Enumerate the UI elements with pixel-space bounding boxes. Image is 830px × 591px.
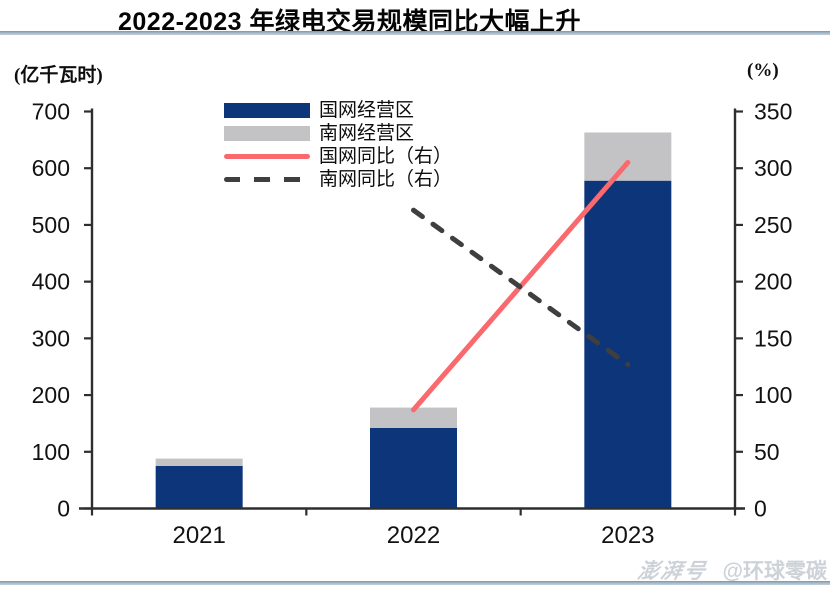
legend-item-guowang-bars: 国网经营区 [224, 100, 452, 121]
left-axis-tick-label: 500 [32, 212, 70, 238]
yoy-line-1 [411, 207, 631, 367]
bar-segment-0-2021 [155, 465, 243, 509]
left-axis-tick-label: 400 [32, 269, 70, 295]
left-axis-tick-label: 700 [32, 99, 70, 125]
legend-label: 国网同比（右） [319, 146, 453, 167]
watermark-handle: @环球零碳 [722, 560, 827, 583]
legend-item-nanwang-bars: 南网经营区 [224, 123, 452, 144]
legend-item-guowang-yoy-line: 国网同比（右） [224, 146, 452, 167]
left-axis-tick-label: 300 [32, 325, 70, 351]
title-underline [0, 31, 830, 35]
left-axis-tick-label: 100 [32, 439, 70, 465]
left-axis-tick-label: 600 [32, 155, 70, 181]
legend-swatch-line-1 [224, 177, 310, 182]
chart-legend: 国网经营区 南网经营区 国网同比（右） 南网同比（右） [224, 100, 452, 190]
right-axis-tick-label: 200 [754, 269, 792, 295]
legend-swatch-line-0 [224, 154, 310, 159]
legend-swatch-bar-1 [224, 126, 310, 141]
right-axis-tick-label: 300 [754, 155, 792, 181]
right-axis-tick-label: 250 [754, 212, 792, 238]
bar-segment-1-2021 [155, 458, 243, 466]
right-axis-unit-label: (%) [747, 60, 779, 81]
legend-label: 南网经营区 [319, 123, 415, 144]
x-axis-category-label: 2021 [172, 522, 225, 549]
legend-label: 南网同比（右） [319, 169, 453, 190]
right-axis-tick-label: 50 [754, 439, 780, 465]
legend-item-nanwang-yoy-line: 南网同比（右） [224, 169, 452, 190]
x-axis-category-label: 2022 [387, 522, 440, 549]
bar-segment-1-2022 [370, 407, 457, 428]
right-axis-tick-label: 150 [754, 325, 792, 351]
legend-label: 国网经营区 [319, 100, 415, 121]
bar-segment-1-2023 [584, 132, 672, 181]
bar-segment-0-2022 [370, 427, 457, 509]
left-axis-unit-label: (亿千瓦时) [14, 65, 103, 86]
right-axis-tick-label: 100 [754, 382, 792, 408]
right-axis-tick-label: 0 [754, 496, 767, 522]
right-axis-tick-label: 350 [754, 99, 792, 125]
left-axis-tick-label: 0 [57, 496, 70, 522]
watermark: 澎湃号 @环球零碳 [635, 555, 827, 585]
x-axis-category-label: 2023 [601, 522, 654, 549]
left-axis-tick-label: 200 [32, 382, 70, 408]
bottom-divider [0, 581, 830, 585]
legend-swatch-bar-0 [224, 103, 310, 118]
